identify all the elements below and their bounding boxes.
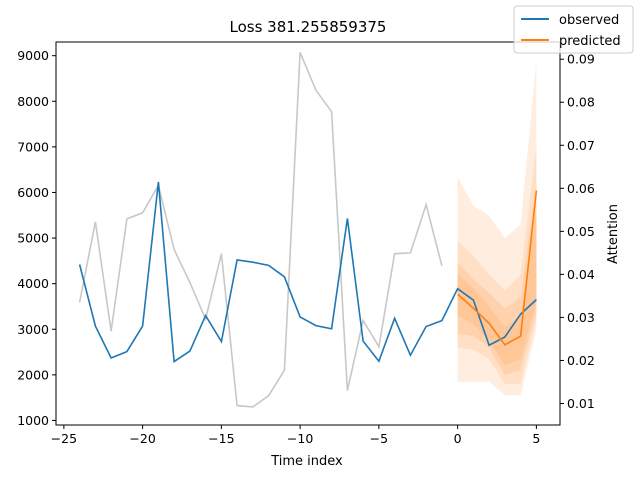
y-tick-label: 7000 <box>17 139 49 154</box>
legend-predicted-label: predicted <box>559 34 621 49</box>
x-tick-label: −15 <box>208 431 234 446</box>
y-tick-label: 1000 <box>17 413 49 428</box>
y-tick-label: 9000 <box>17 48 49 63</box>
y2-tick-label: 0.02 <box>567 353 595 368</box>
y2-axis-label: Attention <box>606 204 621 264</box>
y-tick-label: 8000 <box>17 94 49 109</box>
y-axis-left: 1000 2000 3000 4000 5000 6000 7000 8000 9000 <box>17 48 56 428</box>
legend-observed-label: observed <box>559 13 619 28</box>
y2-tick-label: 0.03 <box>567 310 595 325</box>
prediction-band-4 <box>457 210 537 366</box>
y-tick-label: 2000 <box>17 367 49 382</box>
y-tick-label: 3000 <box>17 322 49 337</box>
predicted-line <box>457 190 538 346</box>
attention-series <box>78 51 443 408</box>
y-tick-label: 5000 <box>17 231 49 246</box>
y2-tick-label: 0.06 <box>567 181 595 196</box>
attention-line <box>78 51 443 408</box>
y2-tick-label: 0.07 <box>567 138 595 153</box>
y2-tick-label: 0.08 <box>567 95 595 110</box>
y-tick-label: 6000 <box>17 185 49 200</box>
x-tick-label: 5 <box>532 431 540 446</box>
x-axis-label: Time index <box>270 454 343 469</box>
prediction-band-3 <box>457 183 537 375</box>
chart-title: Loss 381.255859375 <box>230 18 387 36</box>
x-tick-label: 0 <box>454 431 462 446</box>
prediction-band-2 <box>457 146 537 384</box>
y2-tick-label: 0.05 <box>567 224 595 239</box>
y-tick-label: 4000 <box>17 276 49 291</box>
y-axis-right: 0.01 0.02 0.03 0.04 0.05 0.06 0.07 0.08 0.09 <box>560 52 595 411</box>
plot-frame <box>55 41 561 426</box>
legend: observed predicted <box>513 5 634 54</box>
y2-tick-label: 0.01 <box>567 396 595 411</box>
x-tick-label: −25 <box>51 431 77 446</box>
y2-tick-label: 0.04 <box>567 267 595 282</box>
x-tick-label: −10 <box>287 431 313 446</box>
legend-box <box>513 5 634 54</box>
series-lines <box>78 181 538 364</box>
x-axis: −25 −20 −15 −10 −5 0 5 <box>51 425 540 446</box>
observed-line <box>78 181 537 364</box>
x-tick-label: −5 <box>370 431 388 446</box>
x-tick-label: −20 <box>129 431 155 446</box>
y2-tick-label: 0.09 <box>567 52 595 67</box>
